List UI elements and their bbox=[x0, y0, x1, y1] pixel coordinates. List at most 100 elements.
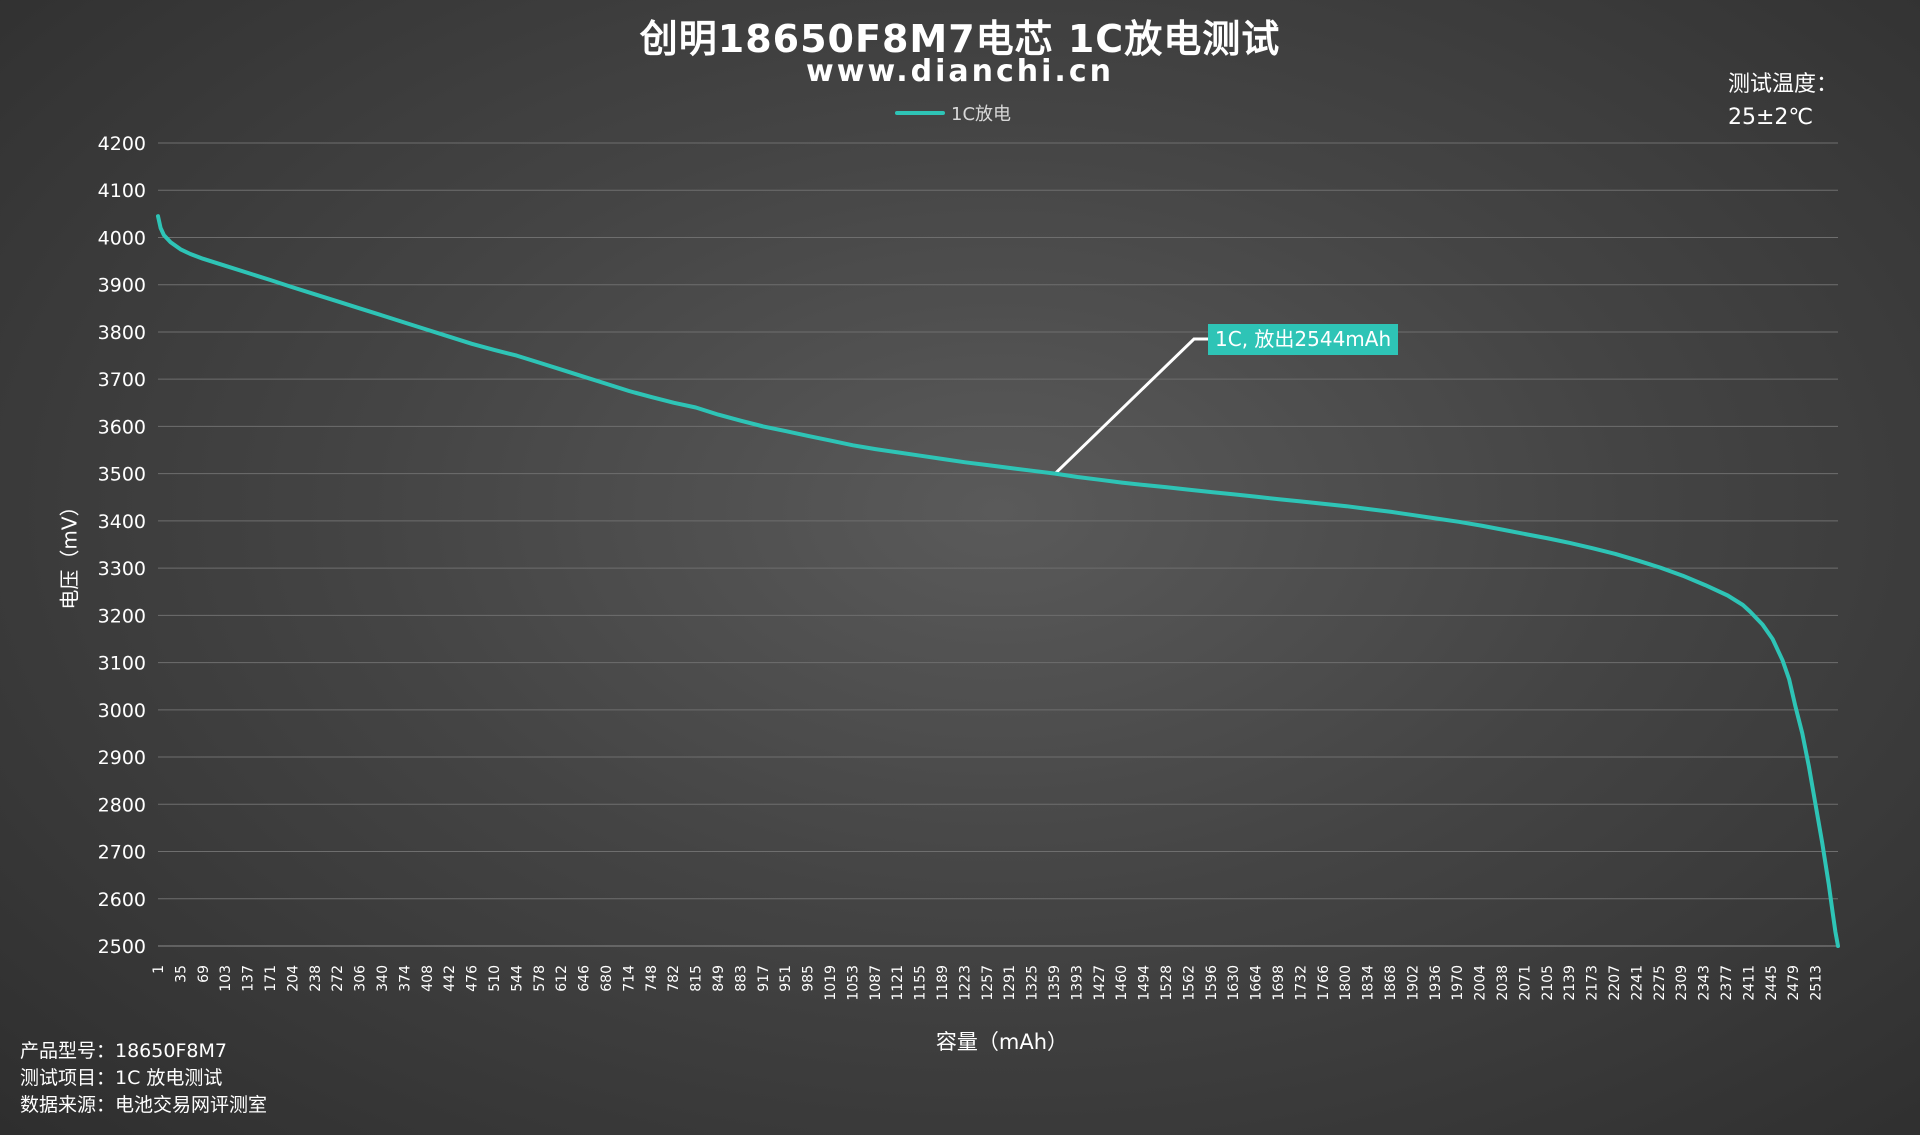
x-tick-label: 1698 bbox=[1271, 965, 1287, 1001]
x-tick-label: 1087 bbox=[868, 965, 884, 1001]
x-tick-label: 103 bbox=[218, 965, 234, 992]
x-tick-label: 985 bbox=[801, 965, 817, 992]
x-tick-label: 171 bbox=[263, 965, 279, 992]
info-test-item: 测试项目：1C 放电测试 bbox=[20, 1067, 223, 1089]
x-tick-label: 1427 bbox=[1092, 965, 1108, 1001]
annotation-callout: 1C, 放出2544mAh bbox=[1208, 324, 1399, 355]
x-tick-label: 951 bbox=[778, 965, 794, 992]
x-tick-label: 69 bbox=[196, 965, 212, 983]
x-tick-label: 2479 bbox=[1786, 965, 1802, 1001]
x-tick-label: 1766 bbox=[1316, 965, 1332, 1001]
y-tick-label: 3400 bbox=[98, 511, 146, 533]
x-tick-label: 1494 bbox=[1137, 965, 1153, 1001]
annotation-line bbox=[1054, 337, 1208, 475]
y-tick-label: 3200 bbox=[98, 605, 146, 627]
x-tick-label: 2445 bbox=[1764, 965, 1780, 1001]
series-line-1c bbox=[156, 214, 1840, 948]
x-tick-label: 883 bbox=[733, 965, 749, 992]
x-tick-label: 1732 bbox=[1293, 965, 1309, 1001]
x-tick-label: 1664 bbox=[1249, 965, 1265, 1001]
x-tick-label: 1155 bbox=[913, 965, 929, 1001]
x-tick-label: 1596 bbox=[1204, 965, 1220, 1001]
x-tick-label: 612 bbox=[554, 965, 570, 992]
x-tick-label: 1291 bbox=[1002, 965, 1018, 1001]
x-tick-label: 544 bbox=[509, 965, 525, 992]
x-tick-label: 815 bbox=[689, 965, 705, 992]
x-tick-label: 35 bbox=[173, 965, 189, 983]
x-tick-label: 306 bbox=[353, 965, 369, 992]
y-tick-label: 3700 bbox=[98, 369, 146, 391]
x-tick-label: 510 bbox=[487, 965, 503, 992]
x-tick-label: 1257 bbox=[980, 965, 996, 1001]
x-tick-label: 748 bbox=[644, 965, 660, 992]
x-tick-label: 1 bbox=[151, 965, 167, 974]
x-tick-label: 238 bbox=[308, 965, 324, 992]
series-layer bbox=[156, 214, 1840, 948]
temperature-label: 测试温度： bbox=[1728, 72, 1839, 97]
x-tick-label: 2241 bbox=[1629, 965, 1645, 1001]
x-tick-label: 1121 bbox=[890, 965, 906, 1001]
y-tick-labels: 2500 2600 2700 2800 2900 3000 3100 3200 3300 3400… bbox=[98, 133, 146, 958]
x-tick-label: 2411 bbox=[1741, 965, 1757, 1001]
y-tick-label: 4000 bbox=[98, 227, 146, 249]
temperature-value: 25±2℃ bbox=[1728, 105, 1814, 130]
x-tick-label: 680 bbox=[599, 965, 615, 992]
y-tick-label: 3500 bbox=[98, 464, 146, 486]
y-tick-label: 4200 bbox=[98, 133, 146, 155]
x-tick-label: 2377 bbox=[1719, 965, 1735, 1001]
x-tick-label: 340 bbox=[375, 965, 391, 992]
x-tick-label: 1562 bbox=[1181, 965, 1197, 1001]
y-tick-label: 3900 bbox=[98, 275, 146, 297]
x-tick-label: 2173 bbox=[1585, 965, 1601, 1001]
legend-label: 1C放电 bbox=[951, 104, 1012, 125]
x-tick-label: 2105 bbox=[1540, 965, 1556, 1001]
x-tick-label: 2343 bbox=[1697, 965, 1713, 1001]
x-tick-label: 2513 bbox=[1809, 965, 1825, 1001]
x-tick-label: 1325 bbox=[1025, 965, 1041, 1001]
x-axis-label: 容量（mAh） bbox=[935, 1030, 1069, 1054]
x-tick-label: 1019 bbox=[823, 965, 839, 1001]
x-tick-label: 1528 bbox=[1159, 965, 1175, 1001]
annotation-leader bbox=[1054, 337, 1208, 475]
x-tick-label: 578 bbox=[532, 965, 548, 992]
legend: 1C放电 bbox=[895, 100, 1011, 126]
x-tick-label: 374 bbox=[397, 965, 413, 992]
legend-swatch bbox=[895, 111, 945, 115]
x-tick-label: 2038 bbox=[1495, 965, 1511, 1001]
x-tick-label: 2207 bbox=[1607, 965, 1623, 1001]
x-tick-label: 1868 bbox=[1383, 965, 1399, 1001]
y-tick-label: 4100 bbox=[98, 180, 146, 202]
grid-lines bbox=[158, 142, 1838, 947]
x-tick-label: 1223 bbox=[957, 965, 973, 1001]
y-tick-label: 2900 bbox=[98, 747, 146, 769]
x-tick-label: 204 bbox=[285, 965, 301, 992]
x-tick-label: 1460 bbox=[1114, 965, 1130, 1001]
y-tick-label: 2600 bbox=[98, 889, 146, 911]
x-tick-label: 272 bbox=[330, 965, 346, 992]
y-tick-label: 3300 bbox=[98, 558, 146, 580]
x-tick-label: 782 bbox=[666, 965, 682, 992]
x-tick-label: 714 bbox=[621, 965, 637, 992]
x-tick-label: 442 bbox=[442, 965, 458, 992]
x-tick-label: 2004 bbox=[1473, 965, 1489, 1001]
x-tick-label: 1053 bbox=[845, 965, 861, 1001]
info-source: 数据来源：电池交易网评测室 bbox=[20, 1094, 268, 1116]
chart-subtitle: www.dianchi.cn bbox=[806, 54, 1114, 89]
x-tick-label: 1800 bbox=[1338, 965, 1354, 1001]
x-tick-label: 646 bbox=[577, 965, 593, 992]
info-model: 产品型号：18650F8M7 bbox=[20, 1040, 227, 1062]
x-tick-label: 2275 bbox=[1652, 965, 1668, 1001]
x-tick-label: 2309 bbox=[1674, 965, 1690, 1001]
y-tick-label: 2700 bbox=[98, 842, 146, 864]
x-tick-label: 2139 bbox=[1562, 965, 1578, 1001]
x-tick-labels: 1 35 69 103 137 171 204 238 272 306 340 374 408 442 47… bbox=[151, 965, 1825, 1001]
x-tick-label: 1970 bbox=[1450, 965, 1466, 1001]
y-tick-label: 2800 bbox=[98, 794, 146, 816]
test-temperature: 测试温度： 25±2℃ bbox=[1728, 68, 1838, 134]
y-tick-label: 2500 bbox=[98, 936, 146, 958]
x-tick-label: 849 bbox=[711, 965, 727, 992]
x-tick-label: 1902 bbox=[1405, 965, 1421, 1001]
x-tick-label: 1189 bbox=[935, 965, 951, 1001]
